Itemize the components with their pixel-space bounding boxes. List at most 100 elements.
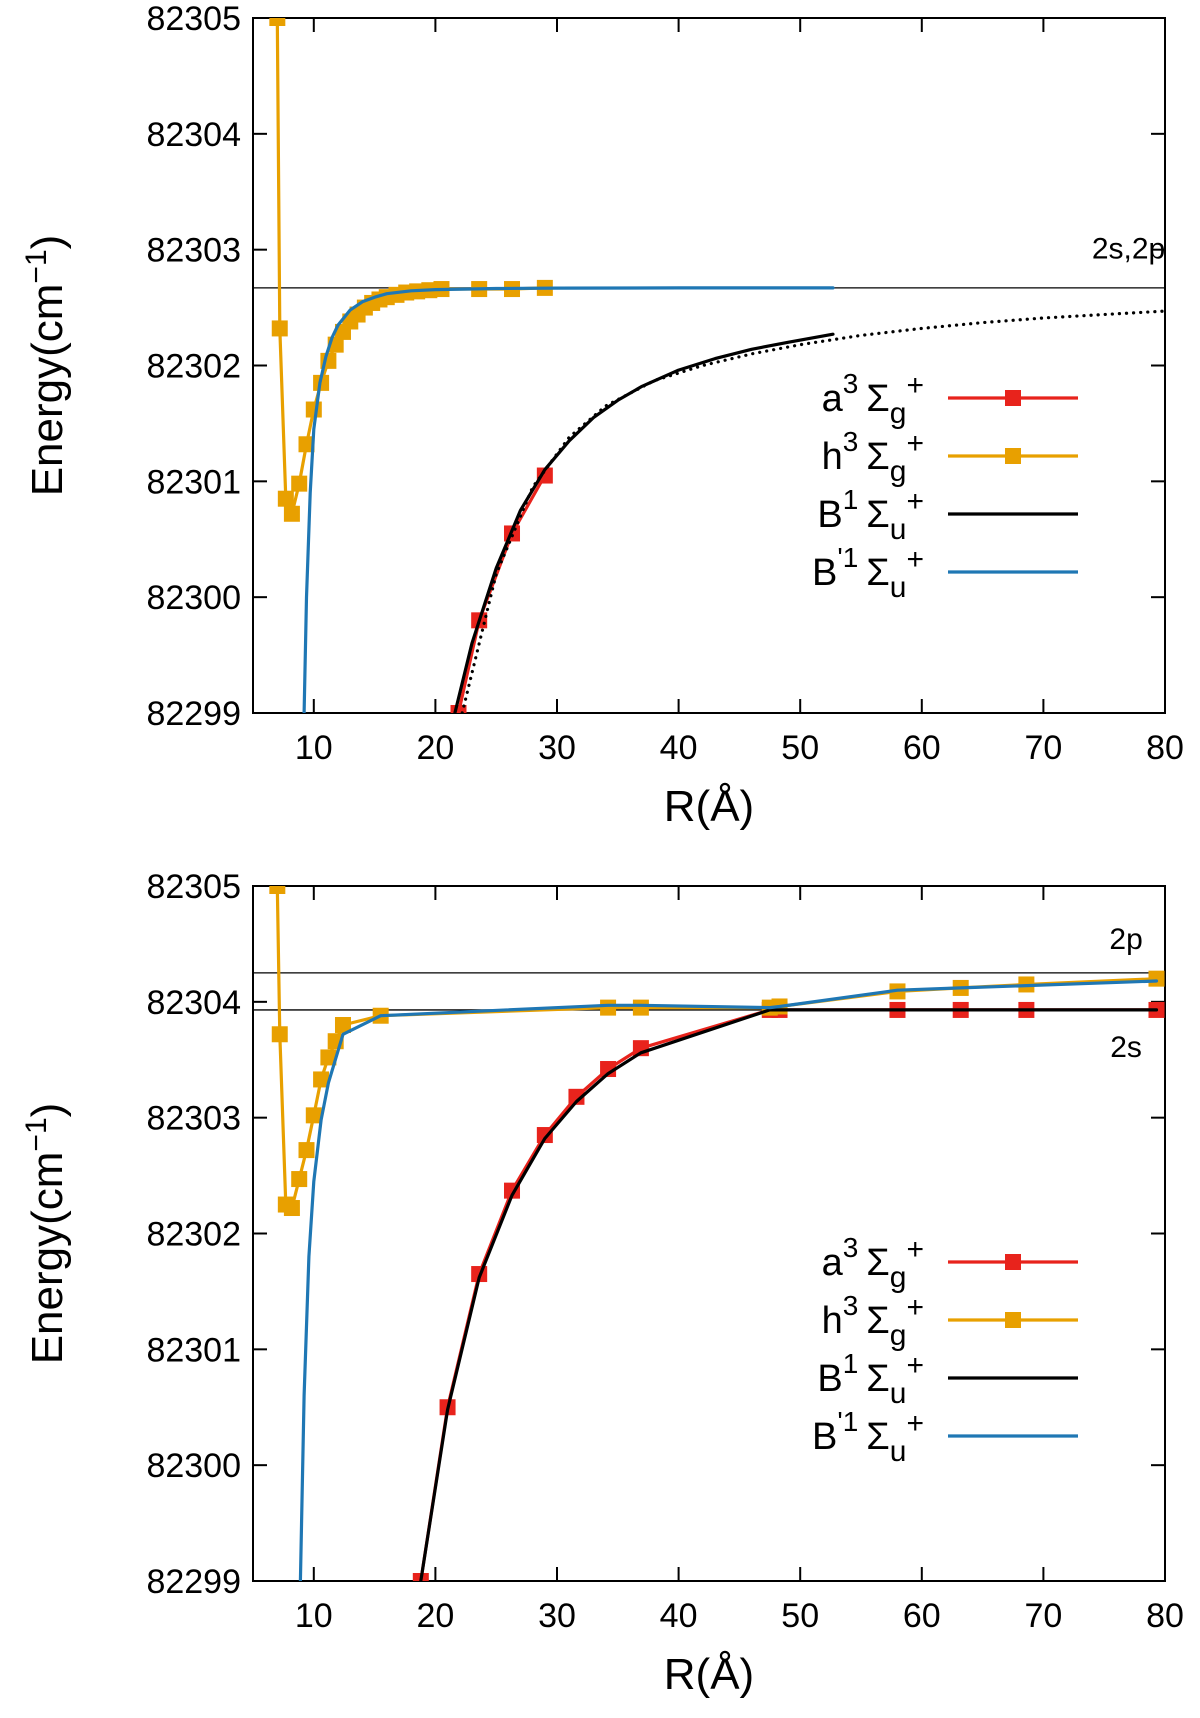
y-tick-label: 82302 (146, 1216, 241, 1254)
y-axis-label-close: ) (23, 1103, 72, 1118)
data-point-h3g (269, 886, 286, 894)
data-point-h3g (291, 1171, 308, 1188)
x-tick-label: 50 (781, 1597, 819, 1635)
reference-line-label: 2s (1110, 1031, 1142, 1064)
data-point-h3g (283, 505, 300, 522)
legend-label-superscript: 3 (843, 1232, 859, 1263)
y-axis-label-text: Energy(cm (23, 1152, 72, 1365)
x-tick-label: 10 (295, 729, 333, 767)
x-tick-label: 20 (416, 729, 454, 767)
series-line-extrapolation (460, 309, 1165, 713)
y-tick-label: 82301 (146, 463, 241, 501)
legend-label-superscript: 3 (843, 1290, 859, 1321)
legend-label: a3 Σg+ (822, 368, 924, 430)
x-tick-label: 70 (1024, 729, 1062, 767)
y-tick-label: 82300 (146, 1447, 241, 1485)
legend-label-base: h (822, 1300, 843, 1342)
data-point-a3g (450, 705, 467, 713)
legend-label-superscript-2: + (906, 1291, 924, 1324)
series-line-h3g (275, 886, 1159, 1210)
legend-label-sigma: Σ (866, 1358, 890, 1400)
y-axis-label: Energy(cm−1) (20, 1103, 72, 1365)
x-tick-label: 80 (1146, 1597, 1184, 1635)
data-point-h3g (632, 999, 649, 1016)
data-point-h3g (271, 1026, 288, 1043)
legend-marker (1005, 1312, 1021, 1328)
series-line-b1u (419, 1008, 1159, 1581)
data-point-h3g (305, 1107, 322, 1124)
x-tick-label: 10 (295, 1597, 333, 1635)
y-axis-label-superscript: −1 (20, 249, 53, 283)
x-tick-label: 60 (903, 729, 941, 767)
legend-label-base: B (817, 1358, 842, 1400)
legend-label-superscript: 1 (843, 484, 859, 515)
data-point-h3g (277, 490, 294, 507)
legend-label-superscript-2: + (906, 1233, 924, 1266)
reference-line-label: 2p (1109, 923, 1142, 956)
legend-label-sigma: Σ (866, 1300, 890, 1342)
series-line-b1u (302, 286, 835, 713)
legend-label-subscript: u (890, 571, 907, 604)
legend-label-subscript: g (890, 1261, 907, 1294)
legend-label-sigma: Σ (866, 436, 890, 478)
data-point-h3g (320, 1049, 337, 1066)
legend-label: B'1 Σu+ (812, 542, 924, 604)
legend-label-superscript-2: + (906, 543, 924, 576)
y-axis-label-close: ) (23, 235, 72, 250)
legend-label-base: B (812, 552, 837, 594)
data-point-a3g (600, 1061, 617, 1078)
legend-label-subscript: u (890, 1435, 907, 1468)
legend-label-subscript: g (890, 1319, 907, 1352)
legend-marker (1005, 390, 1021, 406)
legend-label-superscript: '1 (837, 542, 858, 573)
data-point-h3g (305, 401, 322, 418)
chart-panel-1: 82299 82300 82301 82302 82303 82304 82305 10 20 3… (20, 0, 1184, 831)
x-tick-label: 30 (538, 1597, 576, 1635)
legend-label: B'1 Σu+ (812, 1406, 924, 1468)
y-tick-label: 82303 (146, 232, 241, 270)
data-point-a3g (568, 1088, 585, 1105)
y-tick-label: 82305 (146, 0, 241, 38)
x-tick-label: 20 (416, 1597, 454, 1635)
legend-label-superscript: 3 (843, 426, 859, 457)
data-point-h3g (1148, 970, 1165, 987)
legend-label-base: a (822, 1242, 844, 1284)
data-point-h3g (334, 1017, 351, 1033)
y-tick-label: 82304 (146, 116, 241, 154)
legend-label-superscript-2: + (906, 369, 924, 402)
legend-label: a3 Σg+ (822, 1232, 924, 1294)
legend-label: B1 Σu+ (817, 1348, 924, 1410)
data-point-h3g (291, 475, 308, 492)
y-tick-label: 82303 (146, 1100, 241, 1138)
x-axis-label: R(Å) (664, 1650, 754, 1699)
y-tick-label: 82299 (146, 1563, 241, 1601)
legend-label-base: a (822, 378, 844, 420)
y-axis-label-superscript: −1 (20, 1117, 53, 1151)
legend-label-subscript: g (890, 455, 907, 488)
plot-area (269, 886, 1165, 1581)
legend-label-base: h (822, 436, 843, 478)
x-tick-label: 40 (660, 1597, 698, 1635)
y-axis-label: Energy(cm−1) (20, 235, 72, 497)
legend: a3 Σg+h3 Σg+B1 Σu+B'1 Σu+ (812, 368, 1078, 604)
y-tick-label: 82300 (146, 579, 241, 617)
legend-label-subscript: g (890, 397, 907, 430)
legend-label-base: B (817, 494, 842, 536)
legend-label-subscript: u (890, 513, 907, 546)
chart-panel-2: 82299 82300 82301 82302 82303 82304 82305 10 20 3… (20, 868, 1184, 1699)
legend-label-superscript: '1 (837, 1406, 858, 1437)
reference-line-label: 2s,2p (1092, 232, 1165, 265)
plot-area (269, 18, 1165, 713)
x-tick-label: 80 (1146, 729, 1184, 767)
legend-label-sigma: Σ (866, 1242, 890, 1284)
legend-label-base: B (812, 1416, 837, 1458)
legend-label-superscript-2: + (906, 1407, 924, 1440)
series-line-a3g (456, 473, 547, 713)
legend-label-sigma: Σ (866, 552, 890, 594)
y-tick-label: 82299 (146, 695, 241, 733)
data-point-h3g (313, 1071, 330, 1088)
data-point-a3g (536, 1127, 553, 1144)
plot-frame (252, 17, 1166, 714)
data-point-h3g (298, 436, 315, 453)
series-line-h3g (275, 18, 547, 516)
